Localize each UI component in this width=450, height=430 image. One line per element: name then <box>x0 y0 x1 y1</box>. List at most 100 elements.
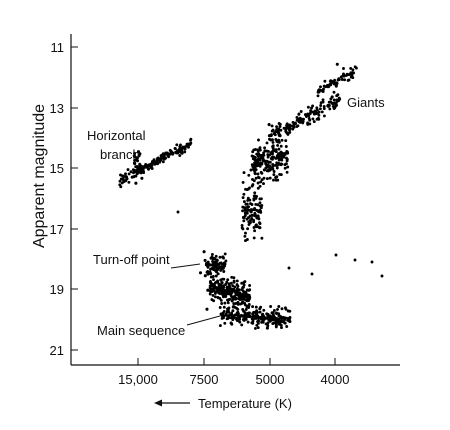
star-point <box>334 84 338 88</box>
star-point <box>275 129 279 133</box>
star-point <box>265 177 269 181</box>
star-point <box>318 107 322 111</box>
star-point <box>216 296 220 300</box>
star-point <box>216 279 220 283</box>
star-point <box>278 125 282 128</box>
star-point <box>227 306 231 310</box>
star-point <box>127 180 131 184</box>
star-point <box>219 312 223 316</box>
star-point <box>231 284 235 288</box>
star-point <box>253 191 257 195</box>
star-point <box>310 106 313 110</box>
star-point <box>242 171 246 175</box>
star-point <box>251 157 255 161</box>
star-point <box>244 298 248 302</box>
star-point <box>276 320 280 324</box>
star-point <box>283 318 286 322</box>
star-point <box>138 169 142 173</box>
star-point <box>258 146 262 150</box>
star-point <box>315 108 319 112</box>
star-point <box>236 300 240 304</box>
star-point <box>332 90 336 94</box>
star-point <box>280 326 283 330</box>
star-point <box>342 67 345 70</box>
star-point <box>291 124 295 128</box>
star-point <box>278 172 282 176</box>
star-point <box>245 205 249 209</box>
star-point <box>140 176 144 180</box>
star-point <box>277 313 281 317</box>
star-point <box>256 175 260 179</box>
star-point <box>232 305 236 309</box>
star-point <box>266 155 270 159</box>
star-point <box>285 325 289 328</box>
star-point <box>336 93 340 97</box>
star-point <box>249 218 253 222</box>
star-point <box>271 140 275 144</box>
left-arrow-icon <box>154 399 162 407</box>
star-point <box>266 149 270 153</box>
star-point <box>132 154 136 158</box>
star-point <box>253 211 257 215</box>
star-point <box>322 87 325 91</box>
star-point <box>284 145 288 148</box>
star-point <box>218 324 222 328</box>
star-point <box>278 133 282 137</box>
star-point <box>244 317 248 321</box>
star-point <box>255 208 259 212</box>
star-point <box>205 307 209 311</box>
star-point <box>236 302 240 306</box>
star-point <box>238 320 242 324</box>
star-point <box>299 119 303 123</box>
star-point <box>258 310 262 314</box>
star-point <box>263 146 267 150</box>
star-point <box>252 226 256 229</box>
star-point <box>206 288 210 292</box>
star-point <box>264 163 268 167</box>
star-point <box>256 214 260 218</box>
points-layer <box>118 62 384 330</box>
star-point <box>185 144 189 148</box>
star-point <box>274 156 278 160</box>
star-point <box>344 73 348 77</box>
star-point <box>243 234 247 238</box>
star-point <box>333 78 337 82</box>
star-point <box>311 117 315 121</box>
star-point <box>332 82 336 86</box>
star-point <box>271 167 275 171</box>
star-point <box>286 126 290 130</box>
star-point <box>319 85 322 89</box>
star-point <box>118 183 122 187</box>
main-sequence-label: Main sequence <box>97 323 185 338</box>
star-point <box>225 285 229 289</box>
star-point <box>380 274 384 278</box>
x-axis-title-group: Temperature (K) <box>154 396 292 411</box>
x-tick-label: 15,000 <box>118 372 158 387</box>
star-point <box>266 316 270 320</box>
star-point <box>252 236 256 240</box>
star-point <box>213 284 217 288</box>
star-point <box>255 194 259 198</box>
star-point <box>136 150 141 154</box>
star-point <box>259 197 263 201</box>
star-point <box>253 311 257 314</box>
star-point <box>217 287 221 290</box>
star-point <box>240 301 244 305</box>
star-point <box>222 286 225 290</box>
star-point <box>275 311 278 315</box>
star-point <box>322 107 326 111</box>
star-point <box>335 81 338 85</box>
star-point <box>258 221 261 225</box>
star-point <box>276 307 279 311</box>
star-point <box>293 121 297 125</box>
star-point <box>242 200 246 204</box>
star-point <box>243 295 247 299</box>
star-point <box>238 295 242 298</box>
star-point <box>219 278 223 282</box>
star-point <box>268 314 272 318</box>
star-point <box>215 258 219 262</box>
x-tick-label: 7500 <box>190 372 219 387</box>
star-point <box>138 165 142 169</box>
star-point <box>246 320 250 324</box>
star-point <box>220 281 224 284</box>
